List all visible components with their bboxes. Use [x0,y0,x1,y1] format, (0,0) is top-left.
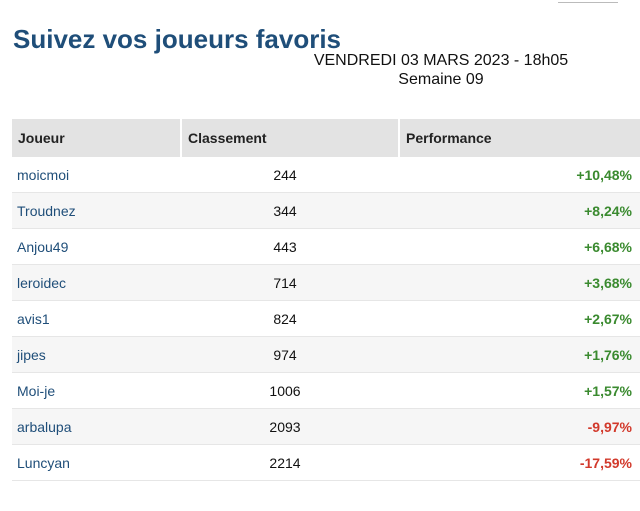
top-edge-divider [558,0,618,3]
table-row[interactable]: Moi-je 1006 +1,57% [12,373,640,409]
player-name-link[interactable]: avis1 [17,310,50,327]
table-row[interactable]: moicmoi 244 +10,48% [12,157,640,193]
player-name-link[interactable]: jipes [17,346,46,363]
date-info: VENDREDI 03 MARS 2023 - 18h05 Semaine 09 [300,51,582,89]
table-row[interactable]: avis1 824 +2,67% [12,301,640,337]
player-rank: 443 [273,238,297,255]
table-header: Joueur Classement Performance [12,119,640,157]
player-rank: 244 [273,166,297,183]
player-name-link[interactable]: arbalupa [17,418,72,435]
table-row[interactable]: Anjou49 443 +6,68% [12,229,640,265]
player-rank: 974 [273,346,297,363]
player-name-link[interactable]: Troudnez [17,202,76,219]
player-performance: +3,68% [584,274,632,291]
column-header-performance[interactable]: Performance [406,130,492,146]
table-row[interactable]: leroidec 714 +3,68% [12,265,640,301]
player-rank: 1006 [269,382,301,399]
column-header-player[interactable]: Joueur [12,119,182,157]
player-name-link[interactable]: leroidec [17,274,67,291]
players-table: Joueur Classement Performance moicmoi 244… [12,119,640,481]
player-name-link[interactable]: Moi-je [17,382,56,399]
player-rank: 2093 [269,418,301,435]
player-name-link[interactable]: moicmoi [17,166,70,183]
player-performance: -9,97% [587,418,632,435]
player-performance: +10,48% [576,166,632,183]
player-rank: 824 [273,310,297,327]
player-performance: +2,67% [584,310,632,327]
week-line: Semaine 09 [398,71,484,88]
player-performance: +8,24% [584,202,632,219]
player-performance: +1,76% [584,346,632,363]
date-line: VENDREDI 03 MARS 2023 - 18h05 [313,52,569,69]
player-name-link[interactable]: Anjou49 [17,238,69,255]
player-rank: 2214 [269,454,301,471]
table-row[interactable]: jipes 974 +1,76% [12,337,640,373]
player-rank: 344 [273,202,297,219]
table-row[interactable]: arbalupa 2093 -9,97% [12,409,640,445]
player-rank: 714 [273,274,297,291]
column-header-rank[interactable]: Classement [182,119,400,157]
player-name-link[interactable]: Luncyan [17,454,70,471]
table-row[interactable]: Troudnez 344 +8,24% [12,193,640,229]
player-performance: -17,59% [579,454,632,471]
player-performance: +6,68% [584,238,632,255]
table-body: moicmoi 244 +10,48% Troudnez 344 +8,24% Anjou4… [12,157,640,481]
table-row[interactable]: Luncyan 2214 -17,59% [12,445,640,481]
page-title: Suivez vos joueurs favoris [13,24,342,54]
player-performance: +1,57% [584,382,632,399]
